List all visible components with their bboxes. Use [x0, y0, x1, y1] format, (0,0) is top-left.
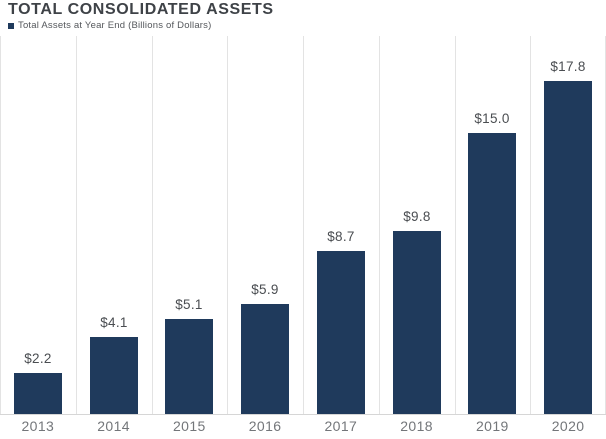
bar-2017 [317, 251, 365, 414]
bar-value-label: $8.7 [327, 229, 355, 244]
bar-value-label: $15.0 [474, 111, 510, 126]
gridline [227, 36, 228, 414]
x-axis-tick: 2015 [173, 418, 206, 434]
bar-2013 [14, 373, 62, 414]
x-axis-tick: 2013 [21, 418, 55, 434]
x-axis-tick: 2019 [476, 418, 509, 434]
bar-2014 [90, 337, 138, 414]
x-axis-tick: 2016 [248, 418, 282, 434]
x-axis-tick: 2017 [324, 418, 358, 434]
bar-2015 [165, 319, 213, 414]
gridline [76, 36, 77, 414]
bar-value-label: $5.1 [175, 297, 203, 312]
chart-title: TOTAL CONSOLIDATED ASSETS [8, 1, 274, 18]
bar-value-label: $17.8 [550, 59, 586, 74]
x-axis: 2013 2014 2015 2016 2017 2018 2019 2020 [0, 418, 606, 438]
bar-2016 [241, 304, 289, 414]
bar-value-label: $5.9 [251, 282, 279, 297]
legend-label: Total Assets at Year End (Billions of Do… [18, 20, 212, 31]
bar-value-label: $2.2 [24, 351, 52, 366]
gridline [530, 36, 531, 414]
bar-2019 [468, 133, 516, 414]
gridline [0, 36, 1, 414]
gridline [152, 36, 153, 414]
gridline [379, 36, 380, 414]
bar-2018 [393, 231, 441, 414]
legend: Total Assets at Year End (Billions of Do… [8, 20, 212, 31]
legend-swatch-icon [8, 22, 14, 29]
bar-value-label: $4.1 [100, 315, 128, 330]
x-axis-tick: 2020 [551, 418, 585, 434]
plot-area: $2.2 $4.1 $5.1 $5.9 $8.7 $9.8 $15.0 $17.8 [0, 36, 606, 415]
bar-2020 [544, 81, 592, 414]
gridline [303, 36, 304, 414]
x-axis-tick: 2018 [400, 418, 433, 434]
bar-value-label: $9.8 [403, 209, 431, 224]
x-axis-tick: 2014 [97, 418, 130, 434]
gridline [455, 36, 456, 414]
